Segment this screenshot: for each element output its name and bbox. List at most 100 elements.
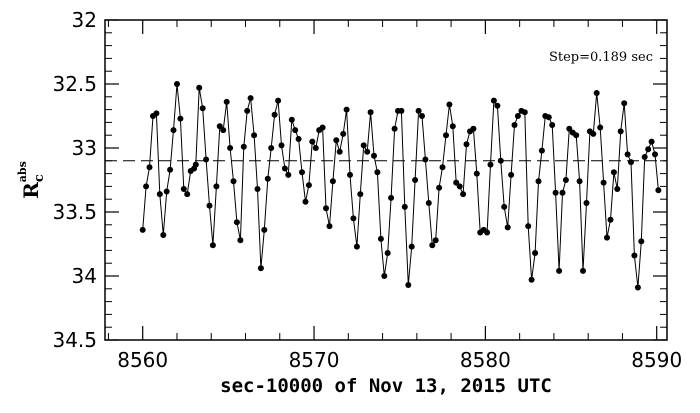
data-point [453, 179, 460, 186]
data-point [163, 188, 170, 195]
data-point [295, 136, 302, 142]
axis-ticks [105, 19, 667, 341]
data-point [621, 100, 628, 107]
data-point [617, 128, 624, 135]
data-point [597, 124, 604, 131]
data-point [292, 127, 299, 134]
data-point [388, 194, 395, 201]
data-point [288, 116, 295, 123]
data-point [170, 127, 177, 134]
data-point [184, 191, 191, 198]
data-point [456, 183, 463, 190]
data-point [610, 169, 617, 176]
data-point [167, 166, 174, 173]
data-point [538, 147, 545, 154]
data-point [398, 107, 405, 114]
data-point [645, 146, 652, 153]
data-point [196, 84, 203, 91]
data-point [580, 267, 586, 274]
data-point [223, 98, 230, 105]
data-point [425, 200, 432, 206]
data-point [323, 205, 329, 212]
data-point [607, 216, 614, 223]
data-point [429, 242, 436, 249]
data-point [573, 132, 580, 139]
data-point [652, 151, 658, 158]
data-point [174, 81, 180, 87]
data-point [525, 223, 532, 230]
data-point [206, 202, 213, 209]
data-point [357, 191, 364, 198]
data-point [408, 243, 415, 250]
data-point [251, 132, 258, 139]
data-point [446, 101, 453, 108]
svg-text:Rcabs: Rcabs [16, 161, 47, 199]
data-point [528, 276, 535, 283]
data-point [631, 252, 638, 259]
data-point [278, 142, 285, 149]
data-point [583, 200, 590, 206]
data-point [484, 229, 491, 236]
data-point [508, 171, 515, 178]
data-point [305, 182, 312, 189]
data-point [350, 215, 357, 222]
data-point [353, 243, 360, 250]
data-point [422, 156, 429, 163]
data-point [213, 183, 220, 190]
data-point [261, 226, 268, 233]
y-axis-label-sup: abs [16, 161, 29, 182]
data-point [209, 242, 216, 249]
data-point [590, 130, 597, 137]
data-point [216, 123, 223, 130]
data-point [473, 170, 480, 177]
data-point [415, 107, 422, 114]
y-axis-label-main: R [19, 182, 43, 199]
data-point [264, 175, 271, 182]
data-point [139, 226, 146, 233]
data-point [220, 127, 227, 134]
data-point [203, 156, 210, 163]
data-point [412, 177, 419, 183]
data-point [532, 250, 539, 256]
data-point [156, 191, 163, 198]
data-point [549, 122, 556, 128]
data-point [309, 138, 316, 145]
data-point [419, 113, 425, 119]
data-point [377, 235, 384, 242]
data-point [146, 164, 153, 171]
data-point [257, 265, 264, 272]
data-point [233, 219, 240, 226]
data-point [535, 178, 542, 185]
data-point [614, 186, 621, 192]
data-point [326, 223, 333, 230]
data-point [391, 125, 398, 132]
data-point [285, 171, 292, 178]
data-point [593, 90, 600, 96]
data-point [227, 145, 234, 151]
data-point [497, 157, 504, 164]
data-point [634, 284, 641, 291]
step-annotation: Step=0.189 sec [549, 50, 653, 65]
data-point [576, 178, 583, 185]
data-point [638, 238, 645, 245]
data-point [371, 152, 377, 159]
data-point [384, 250, 391, 256]
data-point [347, 171, 353, 178]
data-point [336, 148, 343, 155]
data-point [237, 237, 244, 244]
data-point [381, 273, 388, 279]
data-point [340, 130, 347, 137]
y-tick-label: 34.5 [52, 328, 97, 352]
data-point [624, 151, 631, 158]
x-axis-label: sec-10000 of Nov 13, 2015 UTC [220, 375, 552, 397]
data-point [432, 237, 439, 244]
data-point [177, 115, 184, 122]
data-point [501, 203, 508, 210]
data-point [436, 184, 443, 191]
data-point [360, 142, 367, 149]
y-tick-label: 34 [72, 264, 97, 288]
data-point [268, 145, 275, 151]
data-point [329, 178, 336, 185]
data-point [364, 148, 371, 155]
